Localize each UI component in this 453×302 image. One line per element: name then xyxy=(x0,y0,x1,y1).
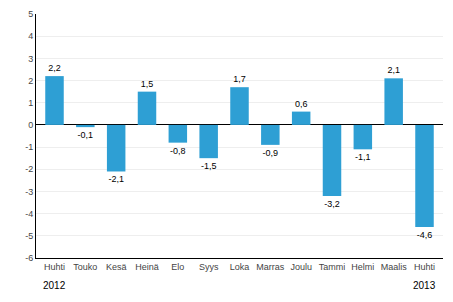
svg-text:-5: -5 xyxy=(25,231,33,241)
svg-text:Tammi: Tammi xyxy=(319,262,346,272)
svg-text:4: 4 xyxy=(28,31,33,41)
svg-text:1,5: 1,5 xyxy=(141,79,154,89)
svg-text:Huhti: Huhti xyxy=(44,262,65,272)
svg-text:-3,2: -3,2 xyxy=(324,199,340,209)
svg-text:0,6: 0,6 xyxy=(295,99,308,109)
svg-text:-1,1: -1,1 xyxy=(355,152,371,162)
svg-text:2,2: 2,2 xyxy=(48,63,61,73)
svg-text:3: 3 xyxy=(28,54,33,64)
svg-text:Joulu: Joulu xyxy=(290,262,312,272)
svg-text:-0,8: -0,8 xyxy=(170,146,186,156)
svg-text:-4: -4 xyxy=(25,209,33,219)
svg-text:Loka: Loka xyxy=(230,262,250,272)
svg-text:-0,1: -0,1 xyxy=(78,130,94,140)
svg-text:Elo: Elo xyxy=(171,262,184,272)
svg-text:Heinä: Heinä xyxy=(135,262,159,272)
svg-text:Maalis: Maalis xyxy=(381,262,408,272)
svg-text:1,7: 1,7 xyxy=(233,74,246,84)
svg-text:-2: -2 xyxy=(25,164,33,174)
svg-text:2012: 2012 xyxy=(43,280,66,291)
svg-text:-1: -1 xyxy=(25,142,33,152)
svg-text:2: 2 xyxy=(28,76,33,86)
svg-text:-1,5: -1,5 xyxy=(201,161,217,171)
svg-text:Kesä: Kesä xyxy=(106,262,127,272)
svg-text:2,1: 2,1 xyxy=(387,65,400,75)
svg-text:Syys: Syys xyxy=(199,262,219,272)
svg-text:Marras: Marras xyxy=(256,262,285,272)
svg-text:-6: -6 xyxy=(25,253,33,263)
svg-text:-0,9: -0,9 xyxy=(263,148,279,158)
svg-text:0: 0 xyxy=(28,120,33,130)
svg-text:Touko: Touko xyxy=(73,262,97,272)
svg-text:5: 5 xyxy=(28,9,33,19)
svg-text:Helmi: Helmi xyxy=(351,262,374,272)
svg-text:2013: 2013 xyxy=(413,280,436,291)
svg-text:Huhti: Huhti xyxy=(414,262,435,272)
svg-text:-2,1: -2,1 xyxy=(108,174,124,184)
svg-text:-3: -3 xyxy=(25,187,33,197)
svg-text:1: 1 xyxy=(28,98,33,108)
svg-text:-4,6: -4,6 xyxy=(417,230,433,240)
